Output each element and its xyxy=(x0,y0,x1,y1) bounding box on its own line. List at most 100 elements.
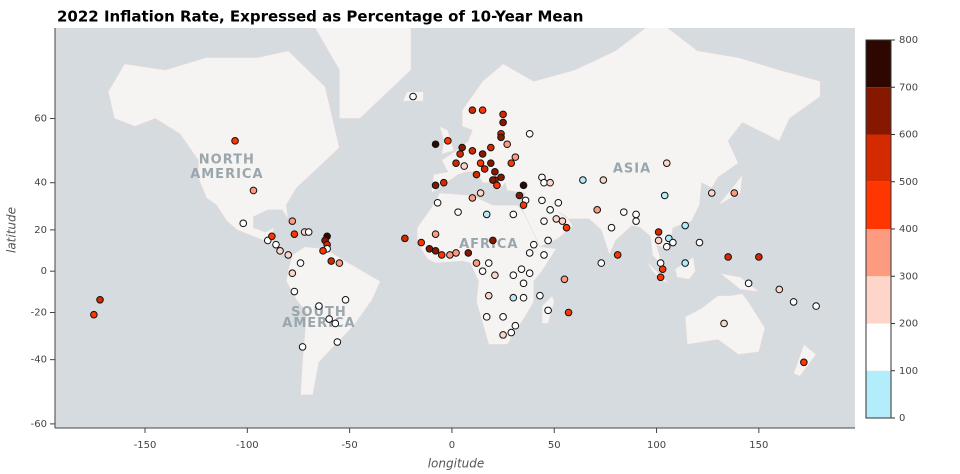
point xyxy=(484,259,493,267)
point xyxy=(304,228,313,236)
point xyxy=(546,206,554,214)
point xyxy=(544,306,552,315)
point xyxy=(509,271,518,280)
point xyxy=(290,230,299,238)
point xyxy=(468,106,477,114)
point xyxy=(497,173,505,182)
point xyxy=(509,210,518,219)
point xyxy=(503,140,511,149)
point xyxy=(409,92,417,101)
point xyxy=(288,269,297,278)
colorbar-tick-label: 100 xyxy=(899,366,918,377)
point xyxy=(276,247,284,255)
point xyxy=(552,215,561,223)
point xyxy=(431,140,440,149)
point xyxy=(452,159,460,167)
point xyxy=(491,271,499,280)
colorbar-tick-label: 500 xyxy=(899,177,918,188)
point xyxy=(341,296,350,304)
point xyxy=(482,313,491,321)
point xyxy=(554,198,563,207)
point xyxy=(529,240,538,249)
point xyxy=(656,273,665,282)
point xyxy=(452,249,460,257)
point xyxy=(315,302,323,310)
point xyxy=(536,291,544,300)
point xyxy=(812,302,820,310)
y-tick-label: 40 xyxy=(34,178,47,189)
point xyxy=(660,191,669,200)
point xyxy=(540,178,548,187)
point xyxy=(478,267,487,275)
point xyxy=(540,217,548,225)
point xyxy=(249,186,258,195)
colorbar-tick-label: 200 xyxy=(899,319,918,330)
point xyxy=(489,176,497,184)
point xyxy=(632,210,640,219)
point xyxy=(401,234,409,243)
landmass xyxy=(107,50,340,256)
point xyxy=(755,253,763,261)
point xyxy=(632,217,640,225)
colorbar-bin xyxy=(866,323,891,371)
y-tick-label: 60 xyxy=(34,113,47,124)
colorbar-bin xyxy=(866,370,891,418)
point xyxy=(662,242,671,251)
point xyxy=(484,291,493,300)
point xyxy=(478,106,487,114)
map-label: AMERICA xyxy=(282,316,355,331)
point xyxy=(511,321,520,330)
points xyxy=(90,92,820,367)
point xyxy=(525,129,534,138)
point xyxy=(658,265,667,273)
x-tick-label: -100 xyxy=(236,440,259,451)
landmass xyxy=(314,28,412,119)
point xyxy=(489,236,497,245)
point xyxy=(681,259,689,267)
y-tick-label: -40 xyxy=(31,355,47,366)
y-tick-label: -60 xyxy=(31,419,47,430)
point xyxy=(564,308,573,317)
point xyxy=(425,244,434,253)
point xyxy=(325,315,333,323)
point xyxy=(272,240,280,249)
point xyxy=(478,150,487,158)
point xyxy=(560,275,569,284)
point xyxy=(695,238,704,247)
point xyxy=(662,159,671,167)
point xyxy=(493,181,501,190)
point xyxy=(499,313,507,321)
x-tick-label: 150 xyxy=(749,440,768,451)
point xyxy=(288,217,297,225)
point xyxy=(268,232,276,241)
colorbar-tick-label: 400 xyxy=(899,224,918,235)
point xyxy=(511,153,520,161)
point xyxy=(298,343,307,351)
point xyxy=(472,259,481,267)
point xyxy=(619,208,628,216)
point xyxy=(96,296,104,304)
colorbar-bin xyxy=(866,134,891,182)
land xyxy=(107,28,821,396)
point xyxy=(720,319,728,328)
point xyxy=(476,159,485,167)
point xyxy=(464,249,473,257)
point xyxy=(482,210,491,219)
x-axis-label: longitude xyxy=(428,457,485,471)
point xyxy=(456,150,464,158)
point xyxy=(546,178,554,187)
point xyxy=(480,165,489,173)
point xyxy=(540,251,548,259)
landmass xyxy=(674,256,696,280)
point xyxy=(681,221,689,230)
colorbar-bin xyxy=(866,229,891,277)
point xyxy=(515,191,524,200)
point xyxy=(499,118,507,127)
point xyxy=(519,181,528,190)
map-label: ASIA xyxy=(613,161,651,176)
point xyxy=(335,259,344,267)
point xyxy=(468,194,477,202)
point xyxy=(519,279,528,288)
map-label: AFRICA xyxy=(459,237,518,252)
